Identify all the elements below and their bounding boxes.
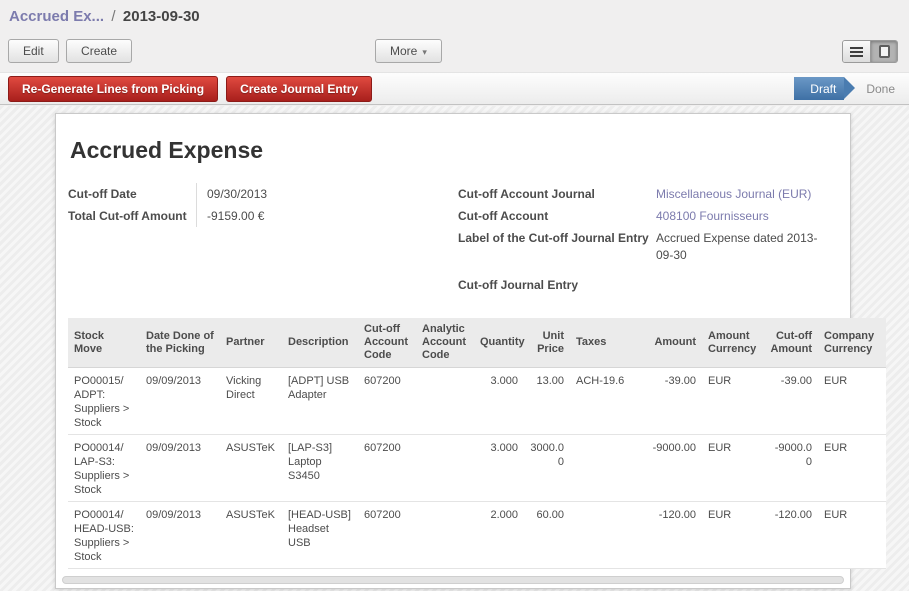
column-header: Analytic Account Code bbox=[416, 318, 474, 368]
column-header: Partner bbox=[220, 318, 282, 368]
edit-button[interactable]: Edit bbox=[8, 39, 59, 63]
table-cell: Vicking Direct bbox=[220, 368, 282, 435]
table-cell: 09/​09/​2013 bbox=[140, 368, 220, 435]
create-journal-entry-button[interactable]: Create Journal Entry bbox=[226, 76, 372, 102]
breadcrumb: Accrued Ex... / 2013-09-30 bbox=[0, 0, 909, 32]
chevron-down-icon: ▾ bbox=[422, 47, 427, 57]
cutoff-date-label: Cut-off Date bbox=[68, 183, 196, 205]
cutoff-journal-entry-label: Cut-off Journal Entry bbox=[458, 274, 656, 296]
column-header: Cut-off Amount bbox=[764, 318, 818, 368]
table-cell: 3000.00 bbox=[524, 435, 570, 502]
cutoff-journal-entry-value bbox=[656, 274, 826, 296]
table-row[interactable]: PO00014/​HEAD-USB: Suppliers > Stock09/​… bbox=[68, 502, 886, 569]
journal-entry-label-label: Label of the Cut-off Journal Entry bbox=[458, 227, 656, 264]
form-sheet: Accrued Expense Cut-off Date 09/30/2013 … bbox=[55, 113, 851, 589]
table-cell bbox=[570, 502, 640, 569]
table-cell: 3.000 bbox=[474, 435, 524, 502]
table-cell: -9000.00 bbox=[764, 435, 818, 502]
column-header: Unit Price bbox=[524, 318, 570, 368]
table-cell: [HEAD-USB] Headset USB bbox=[282, 502, 358, 569]
table-cell bbox=[416, 368, 474, 435]
table-cell bbox=[416, 502, 474, 569]
status-state-draft[interactable]: Draft bbox=[794, 77, 844, 100]
table-cell: EUR bbox=[702, 502, 764, 569]
table-row[interactable]: PO00014/​LAP-S3: Suppliers > Stock09/​09… bbox=[68, 435, 886, 502]
table-cell: PO00015/​ADPT: Suppliers > Stock bbox=[68, 368, 140, 435]
breadcrumb-parent[interactable]: Accrued Ex... bbox=[9, 8, 104, 25]
table-cell: 60.00 bbox=[524, 502, 570, 569]
field-group-left: Cut-off Date 09/30/2013 Total Cut-off Am… bbox=[68, 183, 458, 227]
cutoff-account-label: Cut-off Account bbox=[458, 205, 656, 227]
breadcrumb-current: 2013-09-30 bbox=[123, 8, 200, 25]
regenerate-lines-button[interactable]: Re-Generate Lines from Picking bbox=[8, 76, 218, 102]
table-cell: EUR bbox=[702, 435, 764, 502]
main-area: Accrued Expense Cut-off Date 09/30/2013 … bbox=[0, 106, 909, 591]
table-cell: ASUSTeK bbox=[220, 502, 282, 569]
form-view-button[interactable] bbox=[870, 41, 897, 62]
statusbar: Draft Done bbox=[794, 73, 909, 104]
table-cell: -120.00 bbox=[640, 502, 702, 569]
column-header: Amount bbox=[640, 318, 702, 368]
table-cell: ASUSTeK bbox=[220, 435, 282, 502]
total-cutoff-amount-label: Total Cut-off Amount bbox=[68, 205, 196, 227]
column-header: Cut-off Account Code bbox=[358, 318, 416, 368]
field-group-right: Cut-off Account Journal Miscellaneous Jo… bbox=[458, 183, 850, 296]
table-cell: ACH-19.6 bbox=[570, 368, 640, 435]
cutoff-account-journal-label: Cut-off Account Journal bbox=[458, 183, 656, 205]
cutoff-date-value: 09/30/2013 bbox=[196, 183, 458, 205]
page-title: Accrued Expense bbox=[70, 137, 850, 164]
table-cell: EUR bbox=[702, 368, 764, 435]
column-header: Quantity bbox=[474, 318, 524, 368]
column-header: Taxes bbox=[570, 318, 640, 368]
list-view-icon bbox=[850, 47, 863, 57]
lines-table: Stock MoveDate Done of the PickingPartne… bbox=[68, 318, 886, 569]
journal-entry-label-value: Accrued Expense dated 2013-09-30 bbox=[656, 227, 826, 264]
table-cell: PO00014/​HEAD-USB: Suppliers > Stock bbox=[68, 502, 140, 569]
cutoff-account-journal-value[interactable]: Miscellaneous Journal (EUR) bbox=[656, 183, 826, 205]
lines-table-header-row: Stock MoveDate Done of the PickingPartne… bbox=[68, 318, 886, 368]
table-cell: EUR bbox=[818, 435, 886, 502]
table-cell: -39.00 bbox=[640, 368, 702, 435]
table-cell: 3.000 bbox=[474, 368, 524, 435]
column-header: Date Done of the Picking bbox=[140, 318, 220, 368]
view-switcher bbox=[842, 40, 898, 63]
column-header: Amount Currency bbox=[702, 318, 764, 368]
table-cell: PO00014/​LAP-S3: Suppliers > Stock bbox=[68, 435, 140, 502]
table-row[interactable]: PO00015/​ADPT: Suppliers > Stock09/​09/​… bbox=[68, 368, 886, 435]
breadcrumb-separator: / bbox=[111, 8, 115, 25]
table-cell: [LAP-S3] Laptop S3450 bbox=[282, 435, 358, 502]
table-cell: -9000.00 bbox=[640, 435, 702, 502]
table-cell: 09/​09/​2013 bbox=[140, 435, 220, 502]
table-cell: EUR bbox=[818, 502, 886, 569]
table-cell: EUR bbox=[818, 368, 886, 435]
form-view-icon bbox=[879, 45, 890, 58]
cutoff-account-value[interactable]: 408100 Fournisseurs bbox=[656, 205, 826, 227]
more-label: More bbox=[390, 44, 417, 58]
table-cell: 607200 bbox=[358, 502, 416, 569]
column-header: Description bbox=[282, 318, 358, 368]
column-header: Stock Move bbox=[68, 318, 140, 368]
total-cutoff-amount-value: -9159.00 € bbox=[196, 205, 458, 227]
table-cell: 13.00 bbox=[524, 368, 570, 435]
horizontal-scrollbar[interactable] bbox=[62, 576, 844, 584]
table-cell: 2.000 bbox=[474, 502, 524, 569]
column-header: Company Currency bbox=[818, 318, 886, 368]
more-dropdown-button[interactable]: More ▾ bbox=[375, 39, 442, 63]
table-cell: -39.00 bbox=[764, 368, 818, 435]
table-cell: -120.00 bbox=[764, 502, 818, 569]
table-cell: 607200 bbox=[358, 435, 416, 502]
table-cell: 607200 bbox=[358, 368, 416, 435]
table-cell: [ADPT] USB Adapter bbox=[282, 368, 358, 435]
table-cell bbox=[416, 435, 474, 502]
table-cell: 09/​09/​2013 bbox=[140, 502, 220, 569]
table-cell bbox=[570, 435, 640, 502]
list-view-button[interactable] bbox=[843, 41, 870, 62]
status-action-bar: Re-Generate Lines from Picking Create Jo… bbox=[0, 72, 909, 105]
create-button[interactable]: Create bbox=[66, 39, 132, 63]
toolbar: Edit Create More ▾ bbox=[0, 32, 909, 72]
